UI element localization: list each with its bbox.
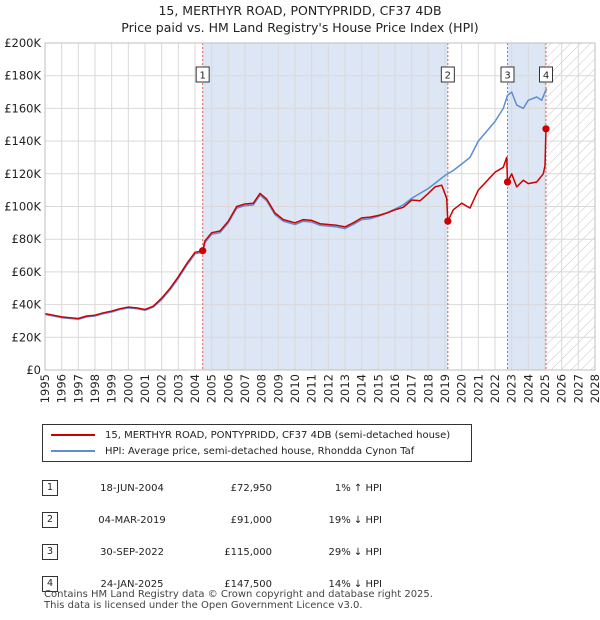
x-tick-label: 2018 — [421, 374, 435, 403]
x-tick-label: 2026 — [555, 374, 569, 403]
legend-label-hpi: HPI: Average price, semi-detached house,… — [105, 445, 415, 457]
sale-price: £115,000 — [224, 546, 272, 558]
legend-swatch-hpi — [51, 450, 95, 452]
x-tick-label: 2022 — [488, 374, 502, 403]
sale-point — [199, 247, 207, 255]
x-tick-label: 1997 — [71, 374, 85, 403]
y-tick-label: £140K — [4, 134, 41, 148]
x-tick-label: 2007 — [238, 374, 252, 403]
x-tick-label: 2011 — [305, 374, 319, 403]
table-row: 4 24-JAN-2025 £147,500 14% ↓ HPI — [42, 568, 382, 600]
sale-label-box — [440, 66, 455, 83]
y-tick-label: £0 — [26, 363, 41, 377]
x-tick-label: 1995 — [38, 374, 52, 403]
sale-label: 3 — [504, 71, 510, 82]
sale-date: 04-MAR-2019 — [98, 514, 166, 526]
sale-number-badge: 4 — [42, 576, 58, 592]
sale-number-badge: 1 — [42, 480, 58, 496]
x-tick-label: 2019 — [438, 374, 452, 403]
x-tick-label: 2021 — [471, 374, 485, 403]
sale-label-box — [500, 66, 515, 83]
legend-item-property: 15, MERTHYR ROAD, PONTYPRIDD, CF37 4DB (… — [51, 428, 450, 442]
sale-price: £91,000 — [230, 514, 272, 526]
x-tick-label: 2004 — [188, 374, 202, 403]
footer: Contains HM Land Registry data © Crown c… — [44, 589, 433, 611]
sale-label-box — [539, 66, 553, 83]
hpi-line — [44, 88, 548, 321]
x-tick-label: 2014 — [355, 374, 369, 403]
sale-hpi-diff: 14% ↓ HPI — [328, 578, 382, 590]
x-tick-label: 1996 — [55, 374, 69, 403]
y-tick-label: £120K — [4, 167, 41, 181]
x-tick-label: 2017 — [405, 374, 419, 403]
footer-copyright: Contains HM Land Registry data © Crown c… — [44, 589, 433, 600]
sale-label: 1 — [199, 71, 205, 82]
sale-price: £147,500 — [224, 578, 272, 590]
x-tick-label: 2010 — [288, 374, 302, 403]
y-tick-label: £200K — [4, 36, 41, 50]
legend-swatch-property — [51, 434, 95, 436]
x-tick-label: 2015 — [371, 374, 385, 403]
property-price-line — [44, 128, 547, 320]
legend: 15, MERTHYR ROAD, PONTYPRIDD, CF37 4DB (… — [42, 424, 472, 462]
x-tick-label: 2027 — [571, 374, 585, 403]
sale-price: £72,950 — [230, 482, 272, 494]
y-tick-label: £180K — [4, 69, 41, 83]
sale-point — [542, 125, 550, 133]
x-tick-label: 2002 — [155, 374, 169, 403]
plot-frame — [44, 42, 596, 371]
sale-hpi-diff: 1% ↑ HPI — [334, 482, 382, 494]
x-tick-label: 2016 — [388, 374, 402, 403]
chart-title: 15, MERTHYR ROAD, PONTYPRIDD, CF37 4DB — [158, 3, 442, 18]
sale-number-badge: 3 — [42, 544, 58, 560]
x-tick-label: 2024 — [521, 374, 535, 403]
x-tick-label: 2023 — [505, 374, 519, 403]
footer-licence: This data is licensed under the Open Gov… — [44, 600, 363, 611]
sale-point — [444, 217, 452, 225]
sale-hpi-diff: 19% ↓ HPI — [328, 514, 382, 526]
sale-date: 24-JAN-2025 — [100, 578, 164, 590]
x-tick-label: 2020 — [455, 374, 469, 403]
sale-date: 18-JUN-2004 — [100, 482, 164, 494]
sale-label: 4 — [543, 71, 549, 82]
x-tick-label: 2013 — [338, 374, 352, 403]
table-row: 3 30-SEP-2022 £115,000 29% ↓ HPI — [42, 536, 382, 568]
x-tick-label: 2012 — [321, 374, 335, 403]
x-tick-label: 2008 — [255, 374, 269, 403]
x-tick-label: 1999 — [105, 374, 119, 403]
sales-table: 1 18-JUN-2004 £72,950 1% ↑ HPI 2 04-MAR-… — [42, 472, 382, 600]
x-tick-label: 2001 — [138, 374, 152, 403]
sale-hpi-diff: 29% ↓ HPI — [328, 546, 382, 558]
y-tick-label: £20K — [12, 330, 42, 344]
y-tick-label: £40K — [12, 298, 42, 312]
sale-date: 30-SEP-2022 — [100, 546, 164, 558]
x-tick-label: 1998 — [88, 374, 102, 403]
table-row: 1 18-JUN-2004 £72,950 1% ↑ HPI — [42, 472, 382, 504]
sale-point — [503, 178, 512, 186]
y-tick-label: £80K — [12, 232, 42, 246]
x-tick-label: 2000 — [121, 374, 135, 403]
y-tick-label: £100K — [4, 200, 41, 214]
x-tick-label: 2005 — [205, 374, 219, 403]
table-row: 2 04-MAR-2019 £91,000 19% ↓ HPI — [42, 504, 382, 536]
x-tick-label: 2006 — [221, 374, 235, 403]
y-tick-label: £60K — [12, 265, 42, 279]
x-tick-label: 2028 — [588, 374, 600, 403]
x-tick-label: 2009 — [271, 374, 285, 403]
x-tick-label: 2025 — [538, 374, 552, 403]
y-tick-label: £160K — [4, 101, 41, 115]
x-tick-label: 2003 — [171, 374, 185, 403]
chart-subtitle: Price paid vs. HM Land Registry's House … — [121, 20, 479, 35]
legend-item-hpi: HPI: Average price, semi-detached house,… — [51, 444, 414, 458]
sale-label: 2 — [445, 71, 451, 82]
legend-label-property: 15, MERTHYR ROAD, PONTYPRIDD, CF37 4DB (… — [105, 429, 451, 441]
sale-label-box — [195, 66, 210, 83]
sale-number-badge: 2 — [42, 512, 58, 528]
price-chart: 1 2 3 4 £0 £20K £40K £60K £80K £100K £120K £140K £16… — [4, 36, 600, 403]
